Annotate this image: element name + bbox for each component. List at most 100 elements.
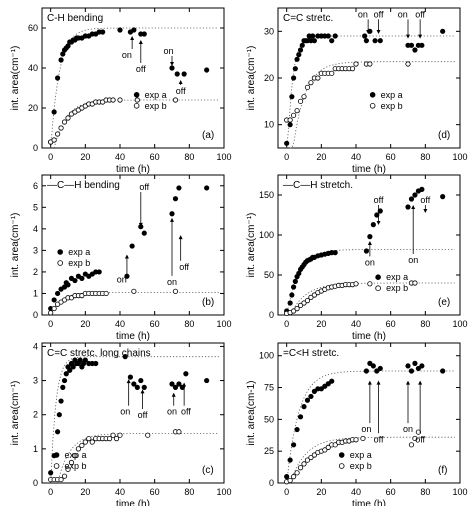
x-tick-label: 0 <box>284 319 289 329</box>
data-point-exp-a <box>408 368 415 374</box>
data-point-exp-b <box>297 465 304 471</box>
data-point-exp-b <box>68 459 75 466</box>
data-point-exp-a <box>93 360 99 367</box>
data-point-exp-b <box>287 117 293 123</box>
annotation-off: off <box>138 410 148 420</box>
arrow-head <box>376 221 381 225</box>
chart-title: C=C stretc. long chains <box>47 348 151 359</box>
x-tick-label: 40 <box>115 319 125 329</box>
y-tick-label: 3 <box>33 376 38 386</box>
annotation-off: off <box>415 9 425 19</box>
y-tick-label: 4 <box>33 341 38 351</box>
data-point-exp-a <box>412 192 418 198</box>
data-point-exp-b <box>304 457 311 463</box>
legend-label: exp a <box>350 450 372 460</box>
data-point-exp-a <box>367 234 373 240</box>
data-point-exp-a <box>296 52 302 58</box>
data-point-exp-b <box>294 108 300 114</box>
data-point-exp-a <box>51 109 57 115</box>
legend-label: exp a <box>381 90 403 100</box>
x-tick-label: 100 <box>216 152 231 162</box>
data-point-exp-a <box>329 378 335 384</box>
data-point-exp-a <box>362 33 368 39</box>
data-point-exp-b <box>134 97 140 103</box>
y-tick-label: 5 <box>33 202 38 212</box>
annotation-on: on <box>120 407 130 417</box>
x-axis-label: time (h) <box>352 164 386 175</box>
chart-panel-3: 0 20 40 60 80 100 0 1 2 3 4 5 6 time (h) int. area(cm⁻… <box>10 174 232 342</box>
data-point-exp-b <box>315 75 321 81</box>
annotation-on: on <box>398 9 408 19</box>
x-tick-label: 20 <box>80 487 90 497</box>
data-point-exp-b <box>176 429 182 435</box>
data-point-exp-a <box>290 442 297 448</box>
data-point-exp-a <box>297 47 304 53</box>
y-tick-label: 0 <box>33 310 38 320</box>
data-point-exp-b <box>82 439 88 445</box>
y-tick-label: 2 <box>33 410 38 420</box>
data-point-exp-a <box>48 470 54 476</box>
data-point-exp-a <box>412 47 418 53</box>
data-point-exp-a <box>54 290 61 297</box>
arrow-head <box>423 209 428 213</box>
data-point-exp-b <box>51 137 57 143</box>
data-point-exp-a <box>405 363 411 369</box>
data-point-exp-a <box>82 357 88 363</box>
legend-marker <box>53 452 60 458</box>
x-tick-label: 20 <box>316 487 326 497</box>
legend-label: exp a <box>145 90 167 100</box>
x-tick-label: 80 <box>420 319 430 329</box>
panel-label: (d) <box>438 130 450 141</box>
legend-marker <box>133 103 140 109</box>
data-point-exp-a <box>318 386 324 392</box>
data-point-exp-a <box>70 364 76 370</box>
x-tick-label: 20 <box>80 319 90 329</box>
fit-curve <box>289 282 455 316</box>
data-point-exp-b <box>297 302 304 308</box>
data-point-exp-b <box>415 429 421 435</box>
data-point-exp-a <box>176 381 182 387</box>
data-point-exp-a <box>54 429 61 435</box>
data-point-exp-b <box>308 80 314 86</box>
arrow-head <box>367 241 372 245</box>
data-point-exp-b <box>322 447 328 453</box>
x-tick-label: 40 <box>351 152 361 162</box>
data-point-exp-b <box>297 98 304 104</box>
data-point-exp-a <box>204 67 210 73</box>
x-tick-label: 60 <box>386 319 396 329</box>
data-point-exp-a <box>290 75 297 81</box>
arrow-head <box>178 235 183 240</box>
data-point-exp-a <box>141 384 147 390</box>
y-tick-label: 20 <box>28 103 38 113</box>
data-point-exp-a <box>131 381 137 387</box>
legend-marker <box>133 92 140 98</box>
legend-label: exp a <box>386 272 408 282</box>
y-tick-label: 2 <box>33 267 38 277</box>
panel-label: (c) <box>202 465 214 476</box>
data-point-exp-a <box>363 248 369 254</box>
y-tick-label: 10 <box>264 120 274 130</box>
x-tick-label: 80 <box>184 487 194 497</box>
data-point-exp-b <box>353 281 359 287</box>
data-point-exp-a <box>289 292 295 298</box>
y-tick-label: 0 <box>269 478 274 488</box>
x-tick-label: 80 <box>420 487 430 497</box>
data-point-exp-a <box>304 397 311 403</box>
plot-frame <box>277 342 461 484</box>
data-point-exp-a <box>440 368 446 374</box>
x-tick-label: 20 <box>80 152 90 162</box>
plot-frame <box>41 7 225 149</box>
data-point-exp-a <box>284 474 290 480</box>
data-point-exp-b <box>72 453 78 459</box>
annotation-off: off <box>374 195 384 205</box>
arrow-head <box>366 30 371 34</box>
data-point-exp-a <box>54 75 61 81</box>
data-point-exp-b <box>304 297 311 304</box>
y-tick-label: 20 <box>264 73 274 83</box>
data-point-exp-a <box>440 28 446 34</box>
data-point-exp-a <box>67 367 73 373</box>
x-tick-label: 20 <box>316 319 326 329</box>
arrow-head <box>418 34 423 39</box>
y-tick-label: 150 <box>259 190 274 200</box>
data-point-exp-a <box>287 457 293 463</box>
